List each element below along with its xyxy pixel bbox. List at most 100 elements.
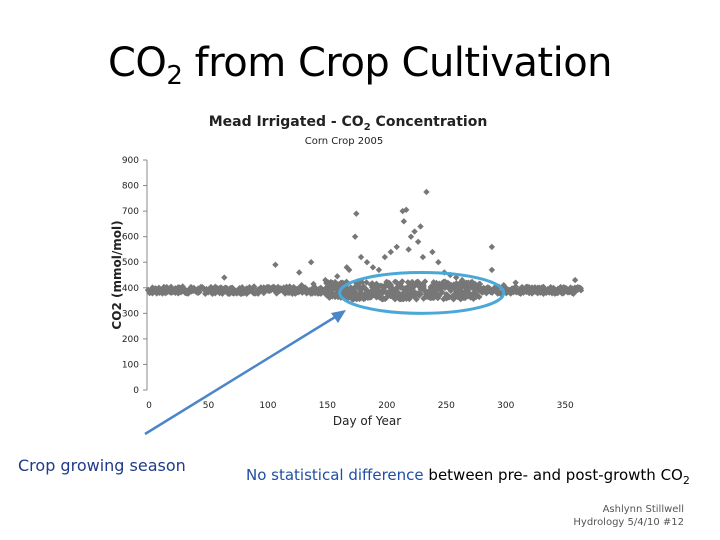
- y-tick-label: 800: [122, 182, 139, 192]
- data-point: [179, 287, 186, 295]
- data-point: [458, 276, 466, 284]
- data-point: [179, 283, 186, 290]
- data-point: [363, 259, 371, 266]
- credit-course: Hydrology 5/4/10 #12: [573, 517, 684, 528]
- growing-season-ellipse: [338, 270, 506, 315]
- statistical-note-rest: between pre- and post-growth CO: [423, 466, 683, 484]
- arrowhead-icon: [331, 310, 346, 323]
- data-point: [417, 223, 424, 230]
- data-point: [163, 283, 170, 291]
- data-point: [381, 253, 389, 261]
- data-point: [577, 287, 585, 294]
- data-point: [524, 284, 531, 291]
- chart-title: Mead Irrigated - CO2 Concentration: [209, 114, 488, 133]
- x-axis-ticks: 0 50 100 150 200 250 300 350: [146, 401, 574, 411]
- data-point: [296, 269, 303, 276]
- data-point: [560, 285, 567, 293]
- data-point: [221, 274, 228, 281]
- data-point: [488, 266, 496, 274]
- data-point: [526, 289, 533, 297]
- slide-title: CO2 from Crop Cultivation: [0, 40, 720, 91]
- data-point: [407, 233, 415, 240]
- data-point: [545, 289, 553, 296]
- chart-title-rest: Concentration: [371, 114, 488, 130]
- x-tick-label: 150: [319, 401, 336, 411]
- chart-title-main: Mead Irrigated - CO: [209, 114, 364, 130]
- data-point: [464, 279, 472, 286]
- data-point: [212, 290, 219, 297]
- data-point: [238, 284, 246, 291]
- y-tick-label: 500: [122, 258, 139, 268]
- y-tick-label: 700: [122, 207, 139, 217]
- x-tick-label: 300: [497, 401, 514, 411]
- data-point: [262, 285, 270, 292]
- data-point: [191, 286, 198, 294]
- data-point: [571, 276, 579, 284]
- title-main: CO: [107, 40, 167, 86]
- x-tick-label: 200: [378, 401, 395, 411]
- data-point: [476, 280, 484, 288]
- data-point: [215, 287, 222, 294]
- data-point: [375, 266, 383, 274]
- data-point: [322, 276, 329, 284]
- data-point: [369, 264, 377, 271]
- data-point: [551, 286, 559, 293]
- data-points: [144, 188, 585, 303]
- data-point: [203, 285, 210, 293]
- data-point: [298, 282, 305, 289]
- data-point: [345, 266, 353, 274]
- data-point: [274, 284, 282, 291]
- data-point: [146, 288, 153, 295]
- data-point: [196, 288, 203, 296]
- x-tick-label: 350: [557, 401, 574, 411]
- data-point: [512, 283, 519, 290]
- data-point: [411, 228, 418, 235]
- data-point: [518, 283, 526, 291]
- data-point: [476, 293, 483, 301]
- data-point: [353, 210, 360, 217]
- data-point: [548, 285, 555, 292]
- x-tick-label: 50: [203, 401, 215, 411]
- data-point: [400, 218, 408, 225]
- growing-season-arrow: [144, 312, 341, 436]
- title-rest: from Crop Cultivation: [182, 40, 613, 86]
- data-point: [419, 253, 427, 261]
- statistical-note-highlight: No statistical difference: [246, 466, 424, 484]
- data-point: [435, 259, 442, 266]
- data-point: [488, 243, 496, 251]
- y-tick-label: 900: [122, 156, 139, 166]
- y-axis-label: CO2 (mmol/mol): [110, 220, 124, 329]
- data-point: [560, 289, 567, 297]
- statistical-note-sub: 2: [682, 474, 690, 487]
- data-point: [516, 286, 523, 293]
- y-tick-label: 600: [122, 233, 139, 243]
- chart-subtitle: Corn Crop 2005: [305, 136, 384, 147]
- data-point: [414, 238, 422, 245]
- data-point: [403, 206, 410, 214]
- data-point: [540, 290, 547, 298]
- x-tick-label: 250: [438, 401, 455, 411]
- data-point: [421, 278, 429, 285]
- data-point: [167, 285, 174, 293]
- data-point: [334, 273, 341, 280]
- data-point: [310, 280, 317, 288]
- data-point: [429, 248, 436, 256]
- data-point: [536, 284, 543, 291]
- data-point: [236, 285, 243, 292]
- x-axis-label: Day of Year: [333, 414, 401, 428]
- data-point: [405, 246, 412, 253]
- y-axis-ticks: 0 100 200 300 400 500 600 700 800 900: [122, 156, 147, 396]
- data-point: [219, 289, 226, 297]
- data-point: [250, 283, 258, 290]
- data-point: [307, 259, 315, 266]
- data-point: [423, 188, 430, 196]
- chart-title-sub: 2: [364, 122, 371, 133]
- data-point: [393, 243, 400, 251]
- data-point: [227, 285, 234, 292]
- x-tick-label: 0: [146, 401, 152, 411]
- y-tick-label: 0: [133, 386, 139, 396]
- data-point: [399, 278, 406, 285]
- data-point: [357, 253, 365, 261]
- y-tick-label: 200: [122, 335, 139, 345]
